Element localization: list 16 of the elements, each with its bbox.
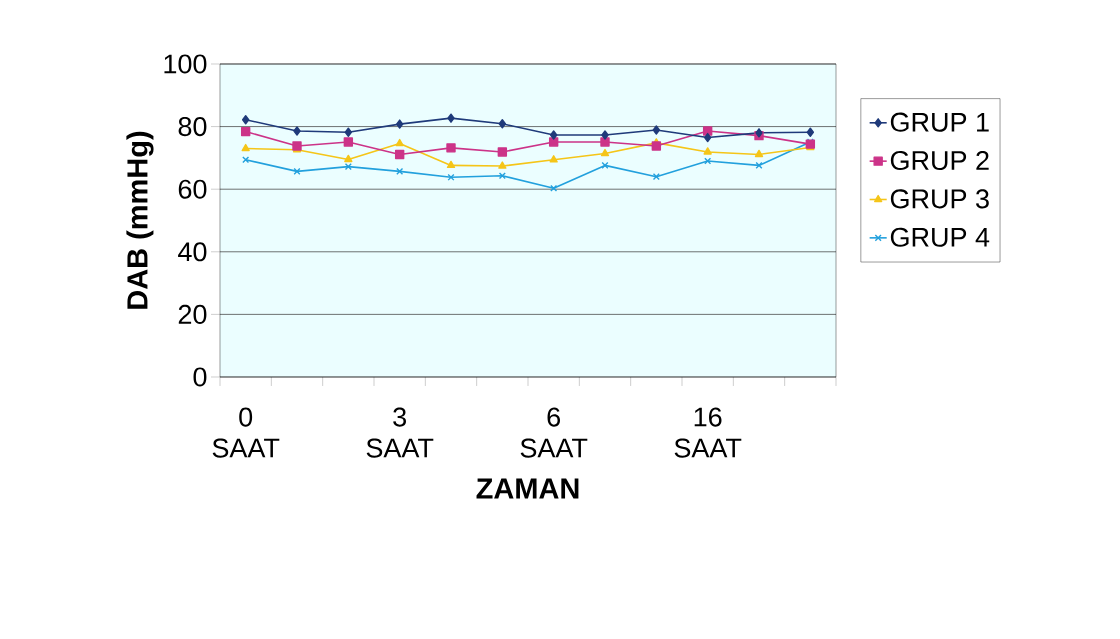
legend-label: GRUP 1 xyxy=(890,112,989,132)
x-tick-label: 6 SAAT xyxy=(520,407,588,458)
y-tick-label: 60 xyxy=(178,179,207,199)
x-tick-label: 0 SAAT xyxy=(212,407,280,458)
y-tick-label: 40 xyxy=(178,242,207,262)
y-axis-title: DAB (mmHg) xyxy=(126,131,154,309)
x-tick-label: 16 SAAT xyxy=(674,407,742,458)
x-tick-label: 3 SAAT xyxy=(366,407,434,458)
y-tick-label: 0 xyxy=(193,367,207,387)
legend-label: GRUP 4 xyxy=(890,227,990,247)
x-axis-title: ZAMAN xyxy=(476,478,579,499)
y-tick-label: 100 xyxy=(164,54,207,74)
legend-label: GRUP 2 xyxy=(890,150,989,171)
y-tick-label: 80 xyxy=(178,117,207,137)
legend-label: GRUP 3 xyxy=(890,189,989,209)
y-tick-label: 20 xyxy=(178,304,207,324)
